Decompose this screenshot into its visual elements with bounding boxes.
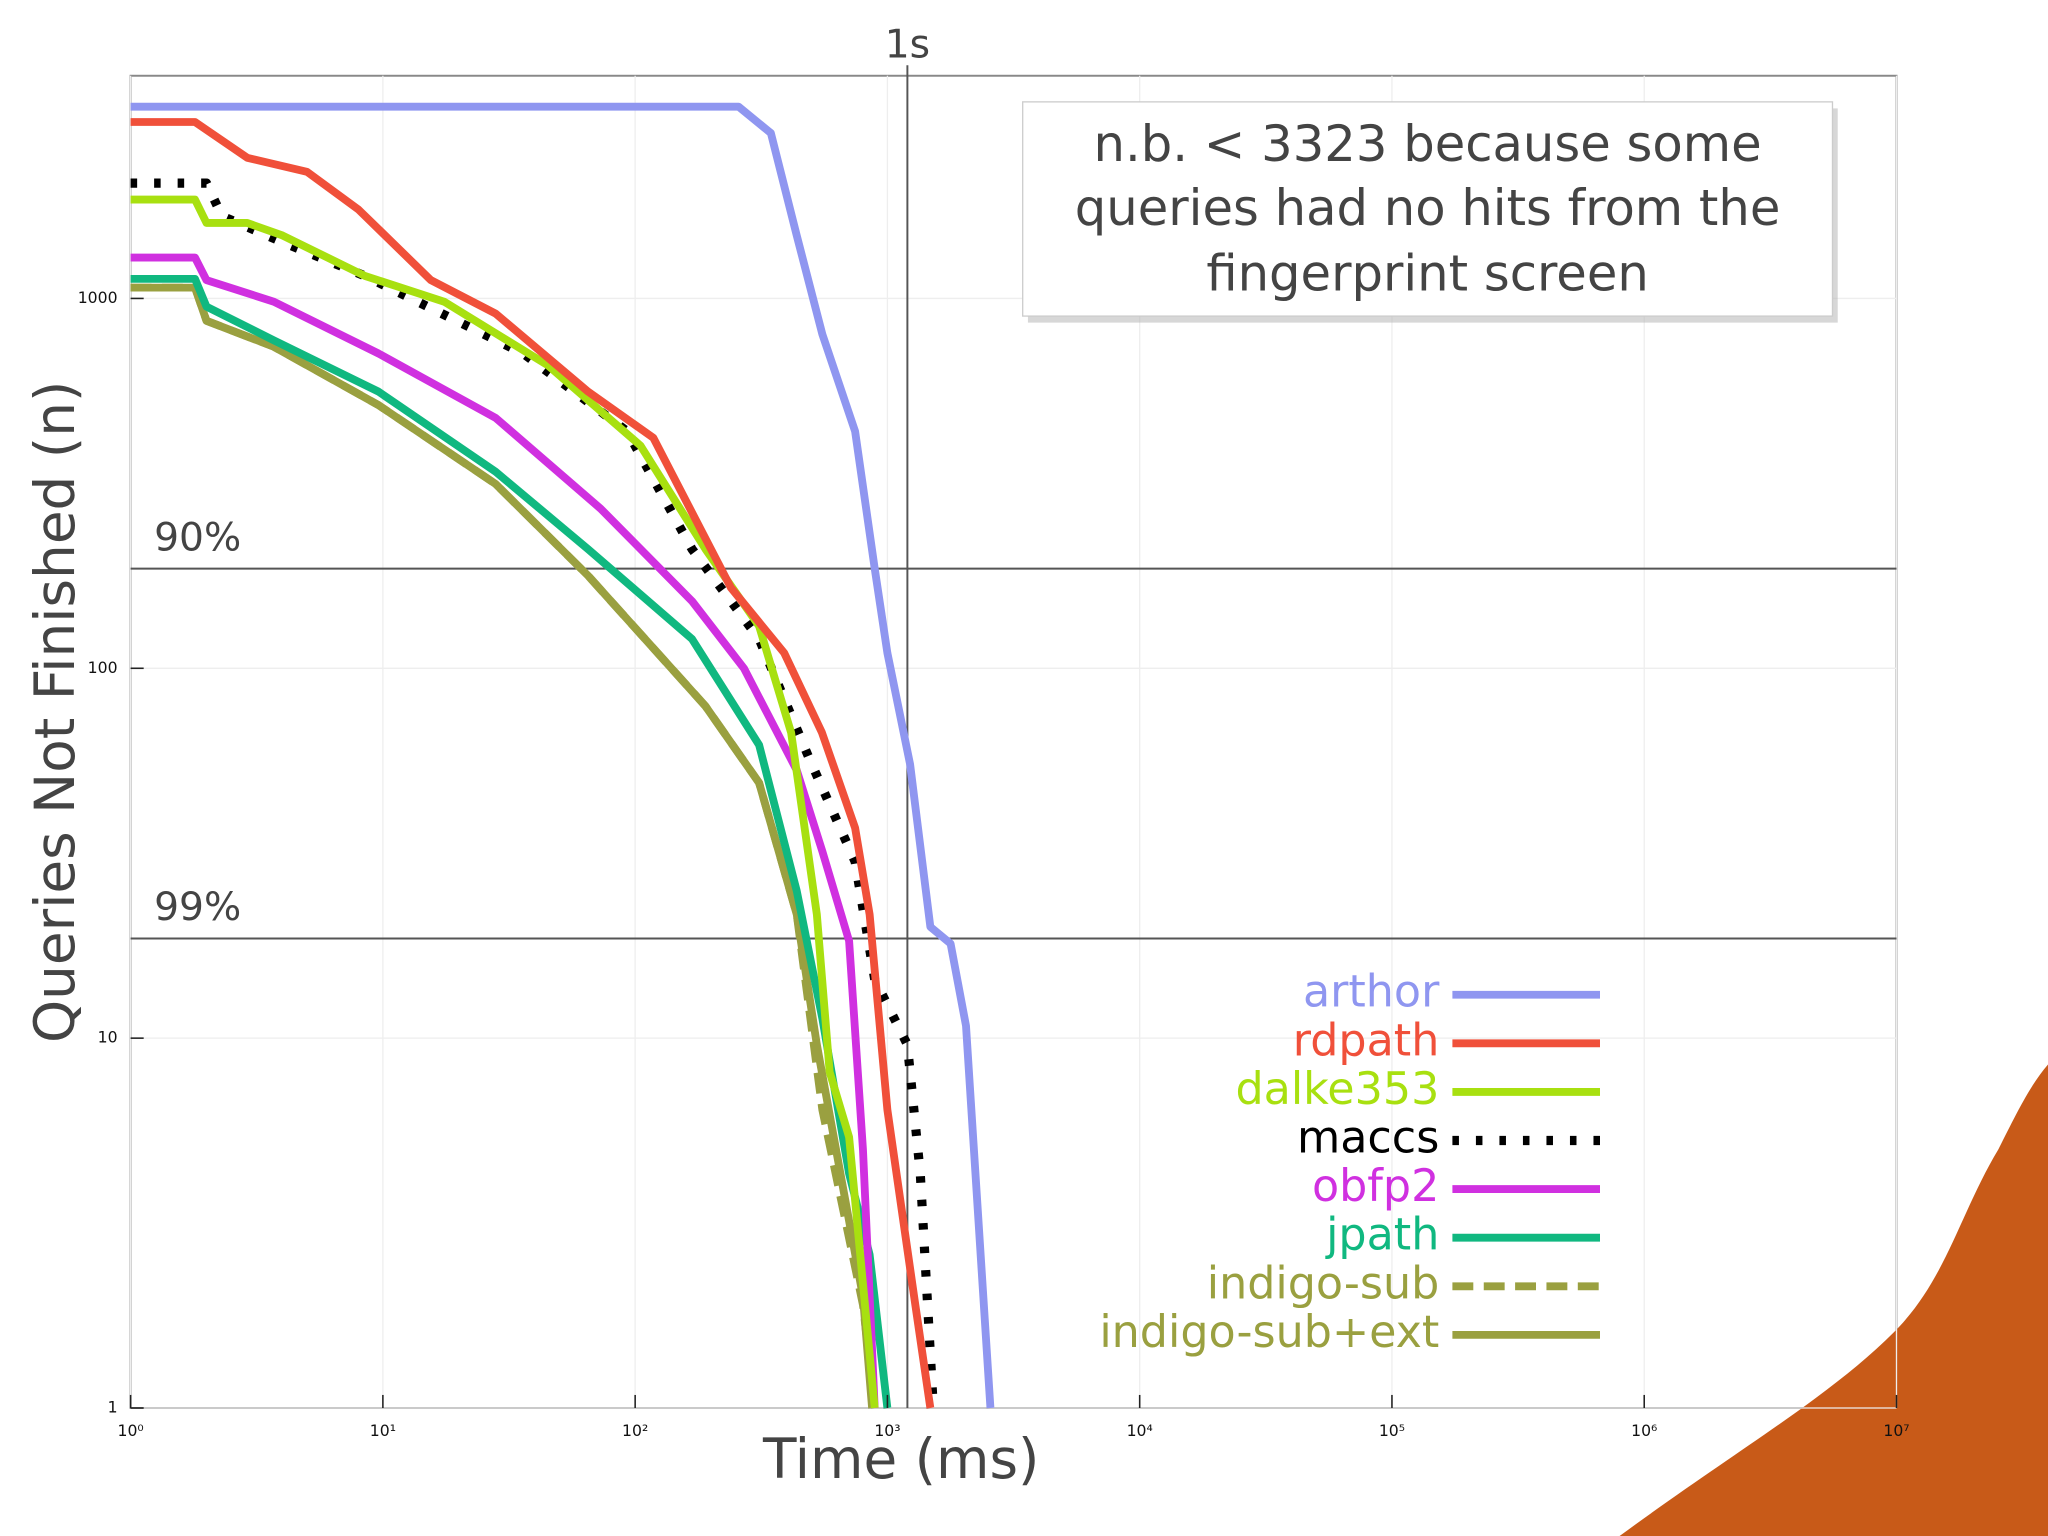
x-tick-label: 10² — [622, 1421, 648, 1440]
x-tick-label: 10⁶ — [1631, 1421, 1657, 1440]
x-tick-label: 10⁵ — [1379, 1421, 1405, 1440]
x-tick-label: 10³ — [874, 1421, 900, 1440]
x-tick-label: 10⁰ — [118, 1421, 144, 1440]
legend-label: jpath — [1325, 1210, 1439, 1261]
annotation-line: queries had no hits from the — [1075, 179, 1781, 237]
legend-label: maccs — [1297, 1113, 1439, 1164]
series-line — [130, 102, 995, 1409]
legend-label: obfp2 — [1312, 1161, 1439, 1212]
y-tick-label: 1 — [108, 1398, 118, 1417]
reference-lines: 1s 90% 99% — [130, 23, 1897, 1408]
series-line — [130, 274, 892, 1409]
legend-label: arthor — [1303, 967, 1440, 1018]
y-tick-label: 10 — [98, 1028, 118, 1047]
y-tick-label: 100 — [88, 658, 118, 677]
y-tick-label: 1000 — [78, 288, 118, 307]
series-line — [130, 118, 935, 1409]
series-line — [130, 253, 879, 1409]
x-tick-label: 10¹ — [370, 1421, 396, 1440]
legend-label: indigo-sub+ext — [1099, 1307, 1439, 1358]
axes: 10⁰ 10¹ 10² 10³ 10⁴ 10⁵ 10⁶ 10⁷ 1 10 100 1000 — [78, 288, 1910, 1440]
series-line — [130, 178, 938, 1409]
reference-label: 1s — [885, 23, 930, 68]
x-tick-label: 10⁷ — [1883, 1421, 1909, 1440]
decoration — [1619, 1064, 2048, 1536]
annotation-line: n.b. < 3323 because some — [1094, 115, 1762, 173]
series-lines — [130, 102, 995, 1409]
reference-label: 90% — [154, 515, 241, 560]
x-tick-label: 10⁴ — [1127, 1421, 1153, 1440]
legend-label: indigo-sub — [1207, 1258, 1440, 1309]
annotation-background — [1022, 101, 1834, 317]
legend-label: dalke353 — [1235, 1064, 1439, 1115]
legend-label: rdpath — [1293, 1015, 1440, 1066]
annotation-box: n.b. < 3323 because some queries had no … — [1022, 101, 1838, 323]
x-axis-title: Time (ms) — [762, 1427, 1039, 1491]
y-axis-title: Queries Not Finished (n) — [23, 381, 87, 1043]
legend: arthorrdpathdalke353maccsobfp2jpathindig… — [1099, 967, 1600, 1358]
annotation-line: fingerprint screen — [1206, 244, 1648, 302]
series-line — [130, 195, 879, 1409]
series-line — [130, 283, 879, 1409]
reference-label: 99% — [154, 885, 241, 930]
